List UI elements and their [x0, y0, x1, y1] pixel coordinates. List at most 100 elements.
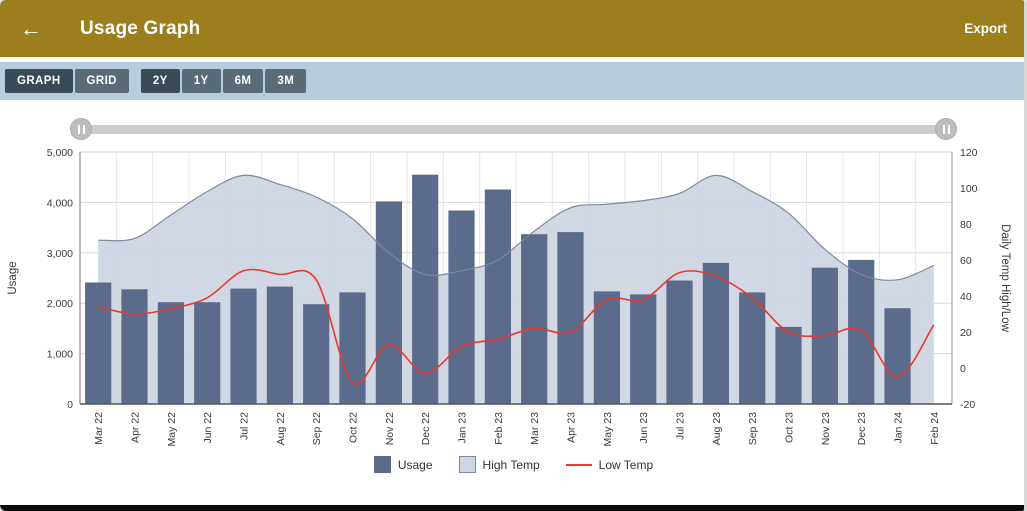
app-bar: ← Usage Graph Export [0, 0, 1027, 57]
right-axis-tick: 100 [960, 183, 978, 195]
x-axis-tick: Aug 22 [275, 412, 287, 445]
usage-bar[interactable] [266, 286, 293, 404]
usage-bar[interactable] [630, 294, 657, 404]
legend-label: Low Temp [598, 457, 654, 472]
drag-handle-icon [942, 124, 950, 134]
left-axis-tick: 4,000 [47, 197, 73, 209]
left-axis-tick: 0 [67, 399, 73, 411]
legend-item-bar: Usage [373, 456, 433, 473]
usage-bar[interactable] [557, 232, 584, 404]
x-axis-tick: Sep 23 [747, 412, 759, 445]
usage-bar[interactable] [775, 326, 802, 404]
left-axis-title: Usage [7, 261, 19, 294]
x-axis-tick: Jan 23 [457, 412, 469, 444]
usage-bar[interactable] [702, 262, 729, 404]
left-axis-tick: 3,000 [47, 248, 73, 260]
usage-bar[interactable] [739, 292, 766, 404]
right-axis-tick: 60 [960, 255, 972, 267]
slider-left-handle[interactable] [70, 118, 92, 140]
left-axis-tick: 1,000 [47, 349, 73, 361]
combo-chart[interactable]: 5,000 4,000 3,000 2,000 1,000 0 120 100 80 60 40 20… [0, 144, 1027, 464]
toolbar-button-3m[interactable]: 3M [265, 69, 307, 93]
x-axis-tick: Oct 22 [348, 412, 360, 443]
right-axis-tick: 80 [960, 219, 972, 231]
bar-swatch-icon [373, 456, 391, 473]
x-axis-tick: Sep 22 [311, 412, 323, 445]
page-title: Usage Graph [80, 17, 201, 39]
chart-panel: 5,000 4,000 3,000 2,000 1,000 0 120 100 80 60 40 20… [0, 100, 1027, 505]
x-axis-tick: Jul 23 [675, 412, 687, 440]
usage-bars[interactable] [85, 174, 911, 405]
area-swatch-icon [458, 456, 476, 473]
x-axis-tick: Dec 22 [420, 412, 432, 445]
slider-right-handle[interactable] [935, 118, 957, 140]
toolbar-button-6m[interactable]: 6M [222, 69, 264, 93]
toolbar-button-1y[interactable]: 1Y [181, 69, 221, 93]
x-axis-tick: Mar 23 [529, 412, 541, 445]
usage-bar[interactable] [448, 210, 475, 405]
legend-label: High Temp [482, 457, 540, 472]
drag-handle-icon [77, 124, 85, 134]
legend-item-area: High Temp [458, 456, 540, 473]
usage-bar[interactable] [848, 259, 875, 404]
x-axis-tick: Oct 23 [784, 412, 796, 443]
x-axis-tick: Mar 22 [93, 412, 105, 445]
left-axis-tick: 2,000 [47, 298, 73, 310]
usage-bar[interactable] [412, 174, 439, 404]
range-toggle-group: 2Y 1Y 6M 3M [140, 69, 307, 93]
back-button[interactable]: ← [20, 15, 54, 41]
usage-bar[interactable] [484, 189, 511, 405]
line-swatch-icon [565, 463, 592, 466]
x-axis-tick: Nov 23 [820, 412, 832, 445]
x-axis-tick: Aug 23 [711, 412, 723, 445]
legend-label: Usage [397, 457, 433, 472]
x-axis-tick: May 23 [602, 412, 614, 447]
export-button[interactable]: Export [964, 21, 1007, 36]
right-axis-tick: -20 [960, 399, 975, 411]
right-axis-tick: 20 [960, 327, 972, 339]
usage-bar[interactable] [593, 291, 620, 404]
right-axis-tick: 40 [960, 291, 972, 303]
x-axis-tick: Jul 22 [239, 412, 251, 440]
chart-range-slider[interactable] [0, 116, 1027, 142]
x-axis-tick: May 22 [166, 412, 178, 447]
window-edge [1024, 0, 1027, 511]
slider-track[interactable] [70, 125, 957, 134]
x-axis-tick: Jun 22 [202, 412, 214, 444]
bottom-bar [0, 505, 1027, 511]
x-axis-tick: Dec 23 [856, 412, 868, 445]
x-axis-tick: Apr 22 [130, 412, 142, 443]
right-axis-title: Daily Temp High/Low [999, 224, 1011, 333]
usage-bar[interactable] [339, 292, 366, 404]
axis-frame [79, 152, 953, 405]
usage-bar[interactable] [85, 282, 112, 405]
usage-bar[interactable] [303, 304, 330, 404]
usage-bar[interactable] [121, 289, 148, 404]
toolbar-button-graph[interactable]: GRAPH [5, 69, 73, 93]
toolbar: GRAPH GRID 2Y 1Y 6M 3M [0, 62, 1027, 100]
view-toggle-group: GRAPH GRID [5, 69, 129, 93]
legend-item-line: Low Temp [565, 457, 654, 472]
usage-bar[interactable] [521, 234, 548, 404]
toolbar-button-grid[interactable]: GRID [74, 69, 129, 93]
usage-bar[interactable] [884, 308, 911, 404]
x-axis-tick: Jan 24 [893, 412, 905, 444]
usage-bar[interactable] [230, 288, 257, 404]
usage-bar[interactable] [157, 302, 184, 404]
usage-bar[interactable] [194, 302, 221, 404]
right-axis-tick: 120 [960, 147, 978, 159]
left-axis-tick: 5,000 [47, 147, 73, 159]
x-axis-tick: Jun 23 [638, 412, 650, 444]
left-arrow-icon: ← [20, 15, 42, 41]
x-axis-tick: Feb 24 [929, 412, 941, 445]
low-temp-line [98, 268, 935, 385]
right-axis-tick: 0 [960, 363, 966, 375]
axis-labels: 5,000 4,000 3,000 2,000 1,000 0 120 100 80 60 40 20… [7, 147, 1011, 446]
toolbar-button-2y[interactable]: 2Y [140, 69, 180, 93]
x-axis-tick: Nov 22 [384, 412, 396, 445]
chart-legend: Usage High Temp Low Temp [0, 456, 1027, 473]
usage-bar[interactable] [375, 201, 402, 404]
usage-bar[interactable] [666, 280, 693, 405]
x-axis-tick: Feb 23 [493, 412, 505, 445]
